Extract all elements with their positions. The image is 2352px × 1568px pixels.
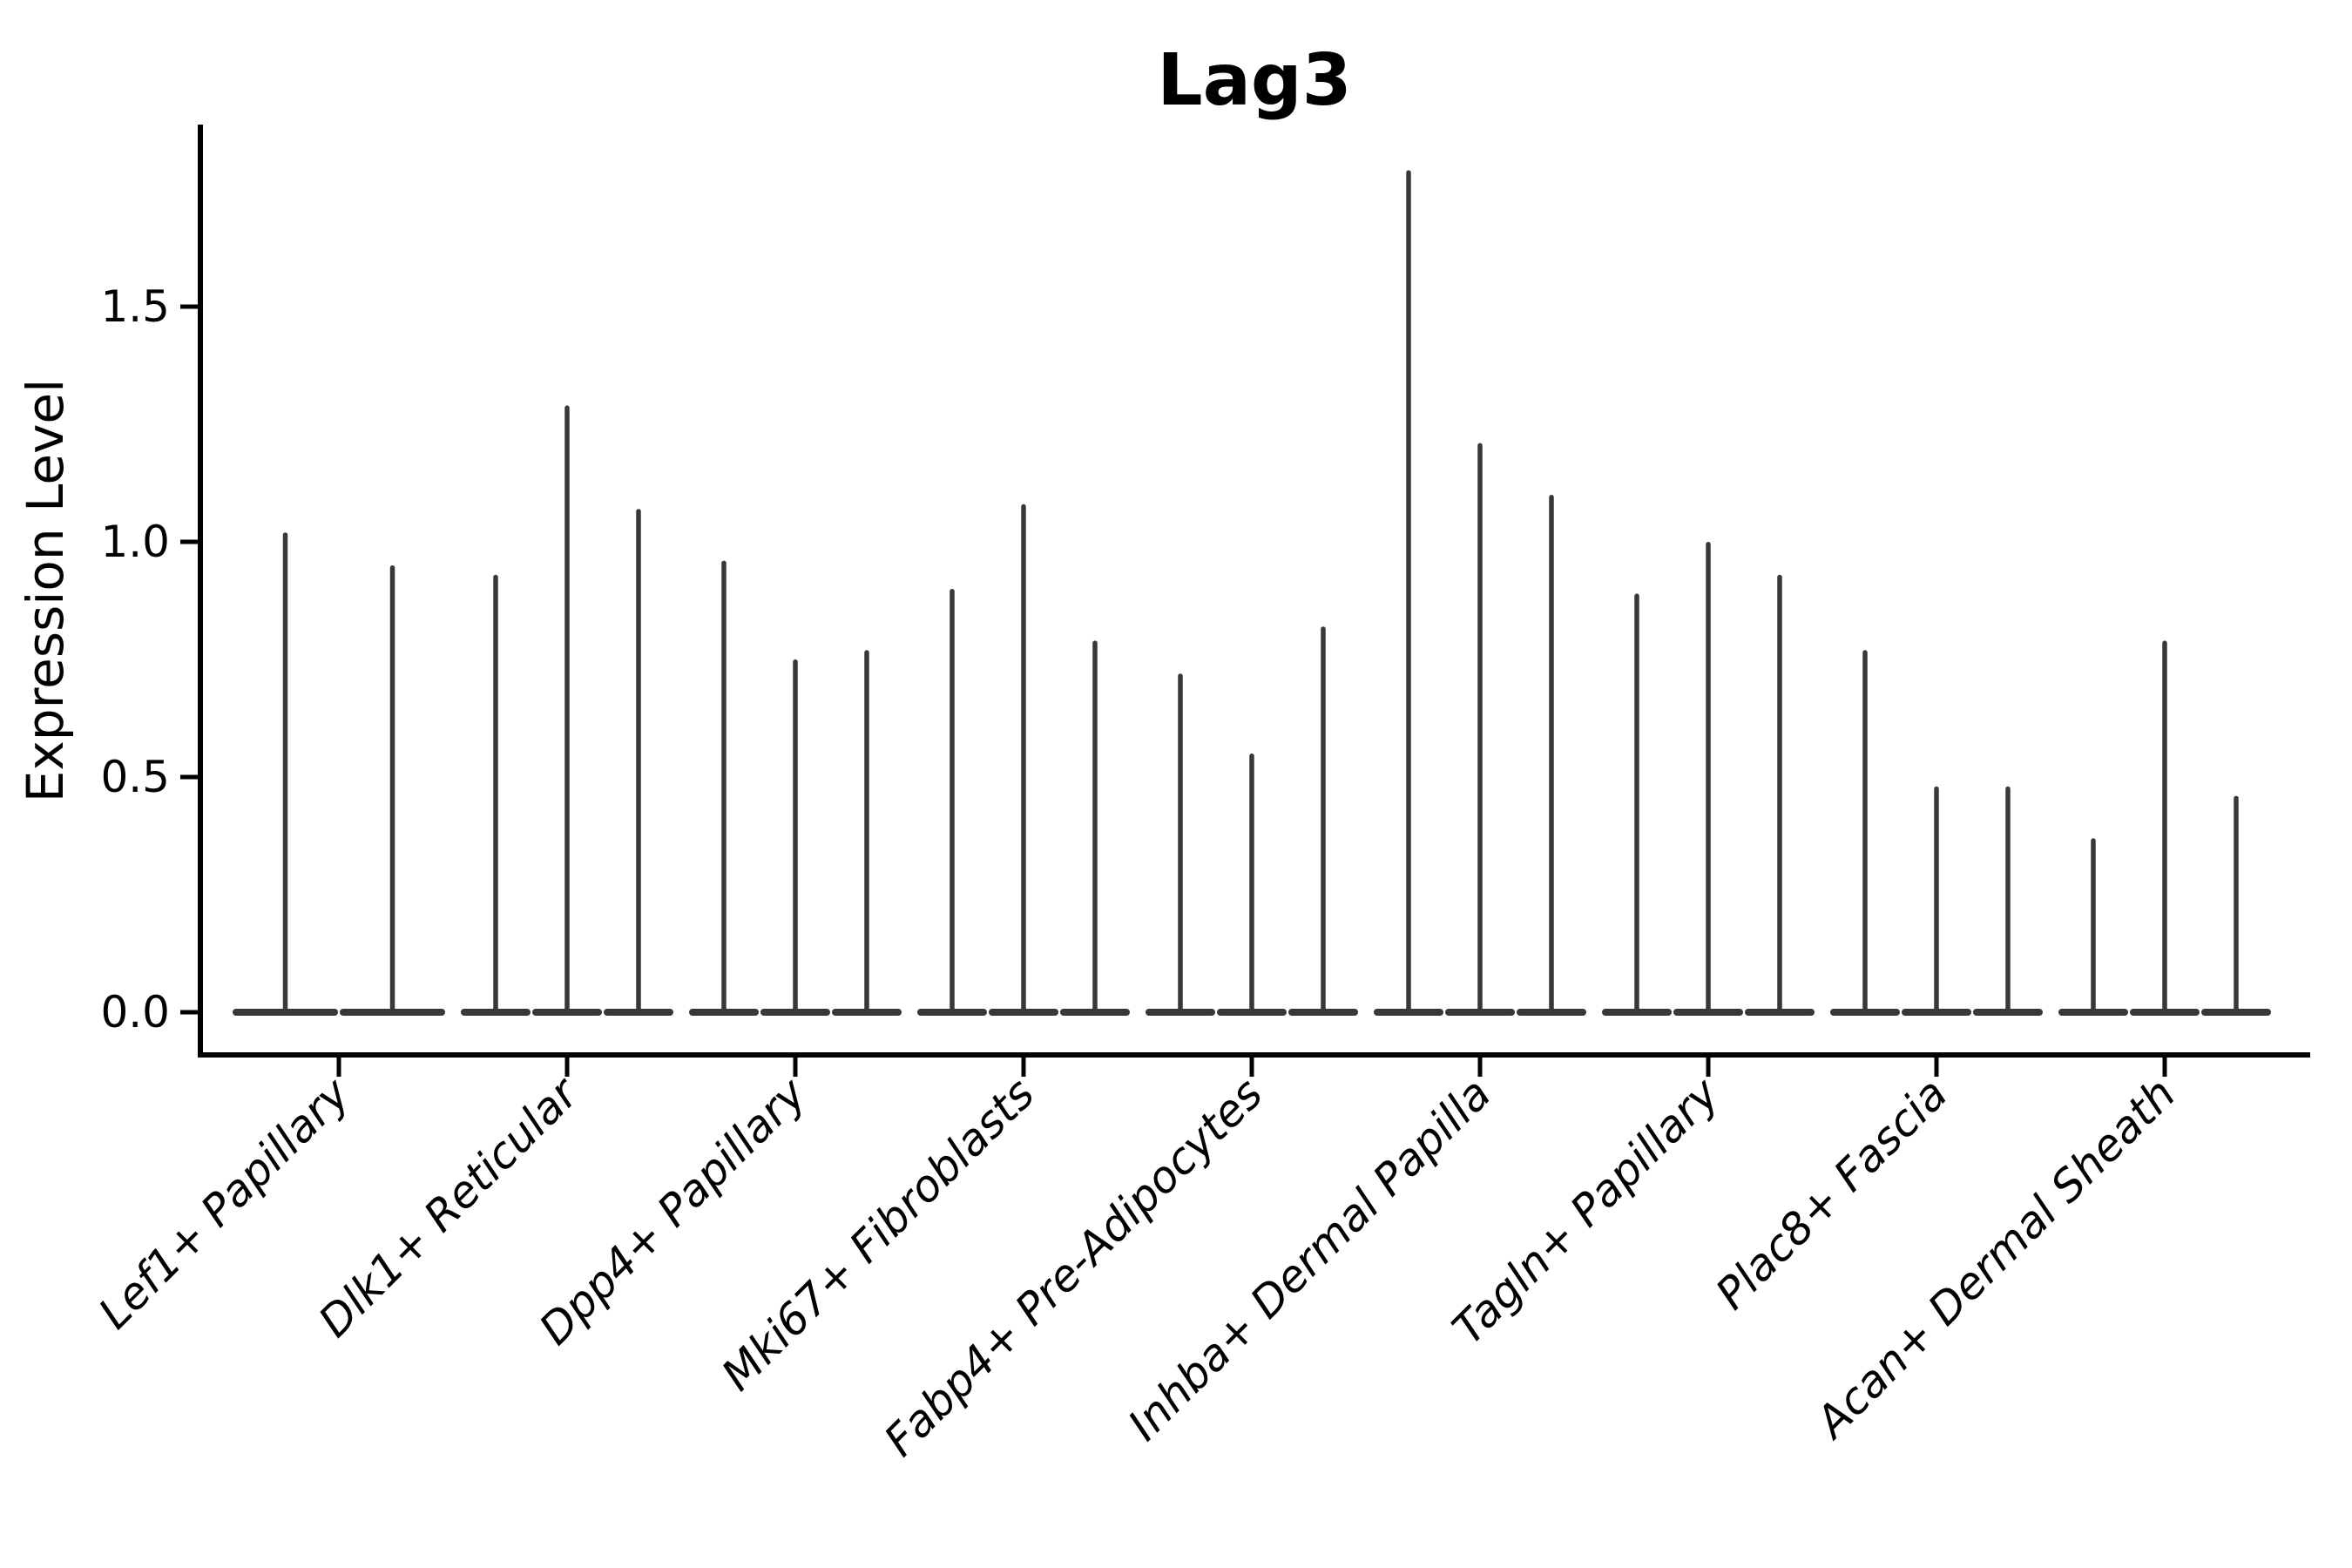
violin-group	[233, 532, 445, 1016]
y-axis-ticks: 0.0 0.5 1.0 1.5	[100, 281, 198, 1037]
violin-spike	[1321, 626, 1326, 1015]
violin-group	[689, 560, 902, 1016]
y-tick-label: 0.0	[100, 987, 170, 1037]
y-tick-label: 1.0	[100, 517, 170, 567]
violin-spike	[1249, 754, 1254, 1015]
violin-spike	[950, 589, 955, 1015]
violin-spike	[1406, 170, 1411, 1015]
violin-group	[917, 504, 1130, 1016]
violin-spike	[493, 574, 498, 1015]
violin-spike	[2005, 786, 2011, 1015]
violin-spike	[2234, 795, 2239, 1015]
violin-spike	[1706, 542, 1711, 1015]
violin-spike	[389, 565, 395, 1015]
x-tick-label: Lef1+ Papillary	[89, 1067, 360, 1338]
violin-spike	[1178, 673, 1183, 1015]
violin-spike	[564, 405, 570, 1015]
violin-spike	[282, 532, 288, 1015]
chart-title: Lag3	[1157, 39, 1351, 122]
violin-spike	[1477, 443, 1483, 1016]
violin-group	[1374, 170, 1586, 1016]
violin-group	[1602, 542, 1815, 1016]
violin-spike	[2162, 640, 2167, 1015]
x-tick-label: Acan+ Dermal Sheath	[1805, 1068, 2186, 1449]
violin-spike	[793, 659, 798, 1015]
violin-spike	[1092, 640, 1098, 1015]
y-tick-label: 1.5	[100, 281, 170, 332]
violin-spike	[1934, 786, 1939, 1015]
violin-group	[2058, 640, 2271, 1016]
violin-spike	[1777, 574, 1782, 1015]
violin-spike	[1862, 650, 1868, 1015]
violin-spike	[721, 560, 727, 1015]
violin-group	[461, 405, 673, 1016]
x-tick-label: Fabp4+ Pre-Adipocytes	[875, 1068, 1273, 1466]
x-tick-label: Plac8+ Fascia	[1707, 1068, 1957, 1319]
violin-spike	[1021, 504, 1026, 1015]
violins	[233, 170, 2271, 1016]
x-tick-label: Inhba+ Dermal Papilla	[1119, 1068, 1500, 1450]
violin-group	[1146, 626, 1358, 1016]
violin-spike	[1634, 593, 1639, 1015]
y-tick-label: 0.5	[100, 752, 170, 802]
violin-spike	[1549, 495, 1554, 1015]
violin-group	[1830, 650, 2043, 1016]
violin-spike	[864, 650, 869, 1015]
y-axis-label: Expression Level	[16, 379, 75, 802]
violin-spike	[2091, 838, 2096, 1015]
violin-spike	[636, 509, 641, 1015]
